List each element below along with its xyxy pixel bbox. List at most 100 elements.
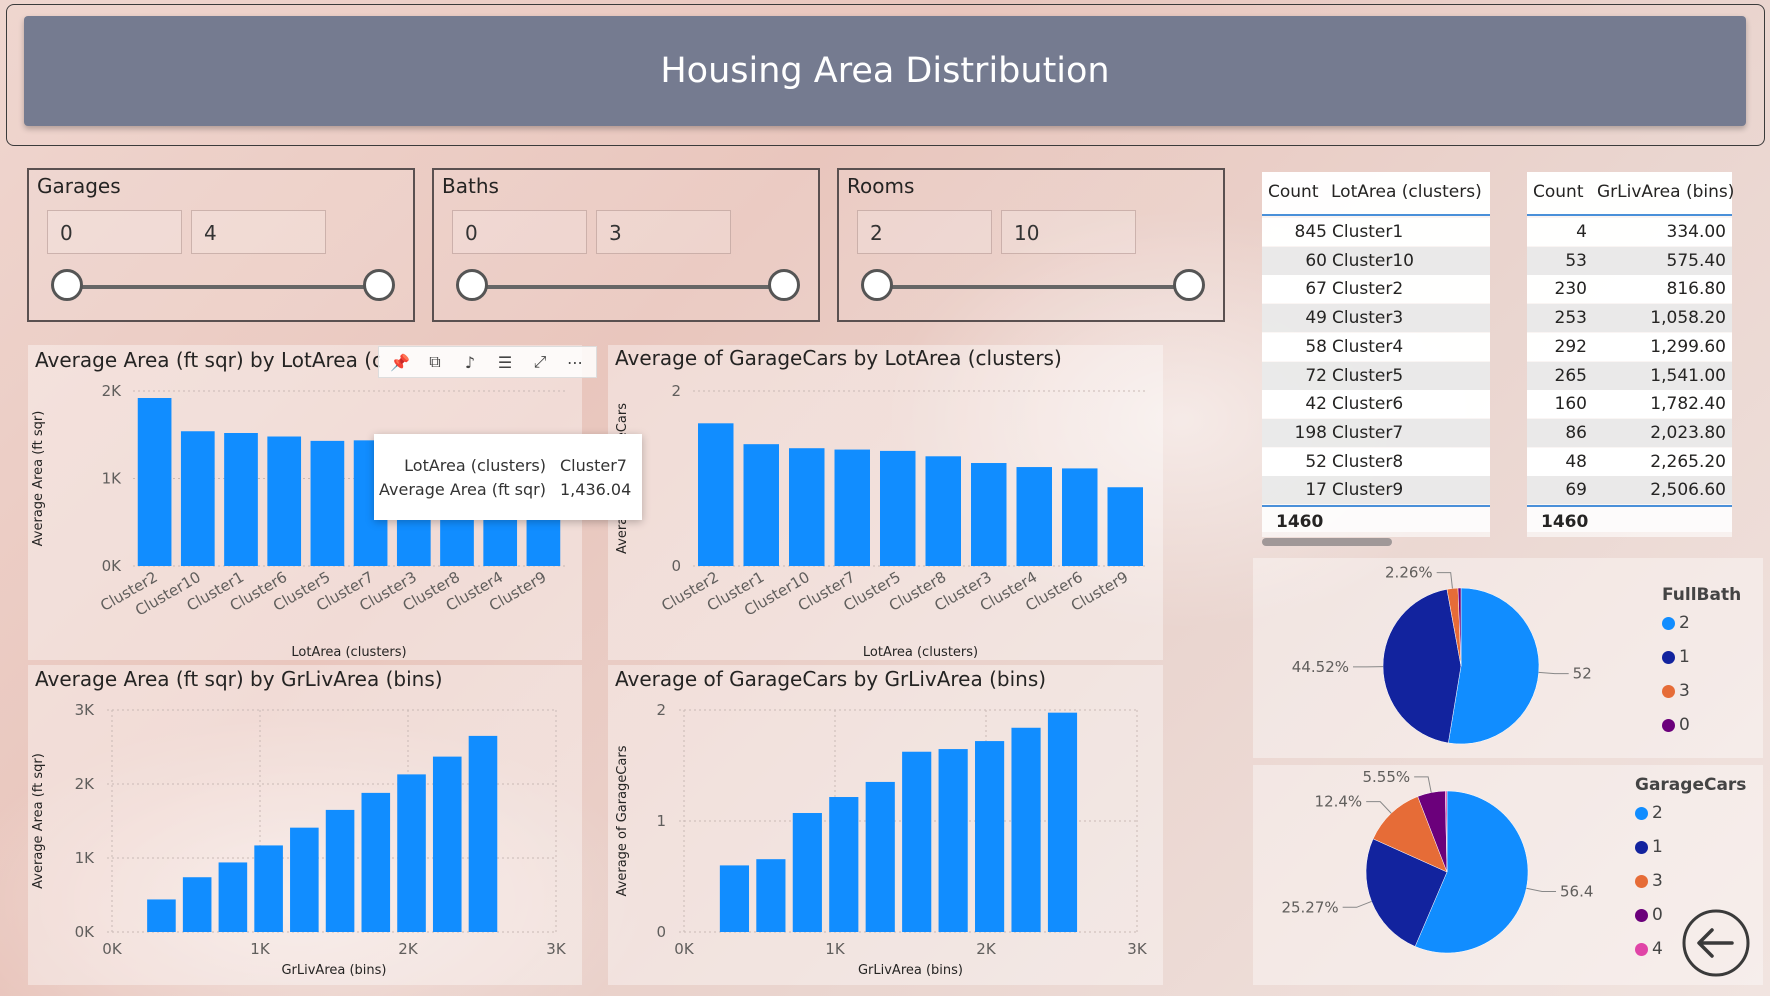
table-row[interactable]: 845 Cluster1 — [1262, 218, 1490, 246]
legend-marker-icon — [1635, 806, 1648, 820]
pin-icon[interactable]: 📌 — [390, 352, 410, 372]
table-row[interactable]: 86 2,023.80 — [1527, 418, 1732, 447]
cell-value: Cluster7 — [1332, 422, 1404, 443]
slicer-rooms-max-input[interactable]: 10 — [1001, 210, 1136, 254]
cell-value: 1,782.40 — [1650, 394, 1726, 415]
slicer-garages-max-handle[interactable] — [363, 269, 395, 301]
pie-fullbath-svg[interactable]: 52.6% 44.52% 2.26% — [1253, 558, 1593, 758]
bar — [182, 877, 212, 932]
legend-item[interactable]: 4 — [1635, 937, 1746, 971]
page-title: Housing Area Distribution — [660, 51, 1110, 91]
table-row[interactable]: 49 Cluster3 — [1262, 304, 1490, 333]
bar — [468, 735, 498, 932]
legend-title: FullBath — [1662, 585, 1742, 605]
slicer-garages-min-input[interactable]: 0 — [47, 210, 182, 254]
table-horizontal-scrollbar[interactable] — [1262, 538, 1392, 546]
slicer-baths[interactable]: Baths 0 3 — [432, 168, 820, 322]
bell-icon[interactable]: ♪ — [464, 352, 476, 372]
table-row[interactable]: 292 1,299.60 — [1527, 332, 1732, 361]
cell-value: 334.00 — [1666, 222, 1726, 242]
pie-slice — [1457, 587, 1462, 667]
table-row[interactable]: 52 Cluster8 — [1262, 447, 1490, 476]
data-label-leader — [1526, 887, 1557, 892]
cell-value: 816.80 — [1666, 279, 1726, 300]
bar — [880, 450, 916, 566]
table-row[interactable]: 58 Cluster4 — [1262, 332, 1490, 361]
legend-item[interactable]: 2 — [1635, 801, 1746, 835]
slicer-garages-max-input[interactable]: 4 — [191, 210, 326, 254]
chart1-svg[interactable]: 0K1K2KCluster2Cluster10Cluster1Cluster6C… — [28, 380, 582, 660]
y-tick-label: 0K — [102, 557, 123, 575]
table-row[interactable]: 198 Cluster7 — [1262, 418, 1490, 447]
table-row[interactable]: 48 2,265.20 — [1527, 447, 1732, 476]
data-label: 44.52% — [1292, 658, 1349, 676]
column-header-count[interactable]: Count — [1268, 182, 1319, 202]
focus-mode-icon[interactable]: ⤢ — [533, 352, 547, 371]
legend-item[interactable]: 2 — [1662, 611, 1741, 645]
x-tick-label: 0K — [674, 940, 695, 958]
legend-item[interactable]: 0 — [1635, 903, 1746, 937]
table-row[interactable]: 17 Cluster9 — [1262, 476, 1490, 505]
slicer-rooms[interactable]: Rooms 2 10 — [837, 168, 1225, 322]
cell-value: Cluster6 — [1332, 394, 1404, 415]
table-row[interactable]: 53 575.40 — [1527, 246, 1732, 275]
table-row[interactable]: 160 1,782.40 — [1527, 390, 1732, 419]
chart2-svg[interactable]: 02Cluster2Cluster1Cluster10Cluster7Clust… — [608, 380, 1163, 660]
table-row[interactable]: 60 Cluster10 — [1262, 246, 1490, 275]
column-header-lotarea[interactable]: LotArea (clusters) — [1331, 182, 1482, 202]
data-label-leader — [1538, 671, 1569, 675]
table-row[interactable]: 230 816.80 — [1527, 275, 1732, 304]
table-grlivarea-bins[interactable]: Count GrLivArea (bins) 4 334.00 53 575.40 23… — [1527, 172, 1735, 537]
x-tick-label: 1K — [250, 940, 271, 958]
table-total-row: 1460 — [1527, 505, 1732, 537]
cell-count: 69 — [1565, 480, 1587, 501]
legend-item[interactable]: 3 — [1635, 869, 1746, 903]
chart4-svg[interactable]: 0 1 2 0K 1K 2K 3K GrLivArea (bins) Average of Ga… — [608, 698, 1163, 988]
slicer-rooms-min-handle[interactable] — [861, 269, 893, 301]
cell-value: 2,506.60 — [1650, 480, 1726, 501]
slicer-baths-track[interactable] — [472, 285, 784, 289]
copy-icon[interactable]: ⧉ — [429, 352, 441, 371]
slicer-garages-min-handle[interactable] — [51, 269, 83, 301]
pie-slice — [1448, 587, 1540, 745]
slicer-rooms-min-input[interactable]: 2 — [857, 210, 992, 254]
table-row[interactable]: 42 Cluster6 — [1262, 390, 1490, 419]
slicer-rooms-max-handle[interactable] — [1173, 269, 1205, 301]
slicer-rooms-track[interactable] — [877, 285, 1189, 289]
cell-value: Cluster4 — [1332, 336, 1404, 357]
legend-item[interactable]: 0 — [1662, 713, 1741, 747]
bar — [834, 449, 870, 566]
table-row[interactable]: 265 1,541.00 — [1527, 361, 1732, 390]
legend-item[interactable]: 1 — [1662, 645, 1741, 679]
bar — [789, 448, 825, 566]
back-button[interactable] — [1680, 907, 1752, 979]
legend-title: GarageCars — [1635, 775, 1747, 795]
slicer-garages[interactable]: Garages 0 4 — [27, 168, 415, 322]
legend-item[interactable]: 3 — [1662, 679, 1741, 713]
more-options-icon[interactable]: ⋯ — [567, 352, 583, 372]
slicer-garages-track[interactable] — [67, 285, 379, 289]
cell-value: Cluster1 — [1332, 222, 1404, 242]
filter-icon[interactable]: ☰ — [497, 352, 513, 372]
chart3-title: Average Area (ft sqr) by GrLivArea (bins… — [35, 667, 443, 691]
table-row[interactable]: 253 1,058.20 — [1527, 304, 1732, 333]
bar — [310, 440, 345, 566]
cell-count: 230 — [1554, 279, 1587, 300]
chart3-svg[interactable]: 0K 1K 2K 3K 0K 1K 2K 3K GrLivArea (bins) Average … — [28, 698, 582, 988]
cell-count: 4 — [1576, 222, 1587, 242]
table-row[interactable]: 72 Cluster5 — [1262, 361, 1490, 390]
table-lotarea-clusters[interactable]: Count LotArea (clusters) 845 Cluster1 60 Cl… — [1262, 172, 1490, 537]
legend-label: 1 — [1652, 837, 1663, 857]
cell-value: Cluster9 — [1332, 480, 1404, 501]
slicer-baths-max-handle[interactable] — [768, 269, 800, 301]
table-row[interactable]: 69 2,506.60 — [1527, 476, 1732, 505]
pie-garagecars-svg[interactable]: 56.44% 25.27% 12.4% 5.55% — [1253, 765, 1593, 985]
slicer-baths-max-input[interactable]: 3 — [596, 210, 731, 254]
table-row[interactable]: 4 334.00 — [1527, 218, 1732, 246]
column-header-grlivarea[interactable]: GrLivArea (bins) — [1597, 182, 1735, 202]
slicer-baths-min-handle[interactable] — [456, 269, 488, 301]
column-header-count[interactable]: Count — [1533, 182, 1584, 202]
legend-item[interactable]: 1 — [1635, 835, 1746, 869]
table-row[interactable]: 67 Cluster2 — [1262, 275, 1490, 304]
slicer-baths-min-input[interactable]: 0 — [452, 210, 587, 254]
